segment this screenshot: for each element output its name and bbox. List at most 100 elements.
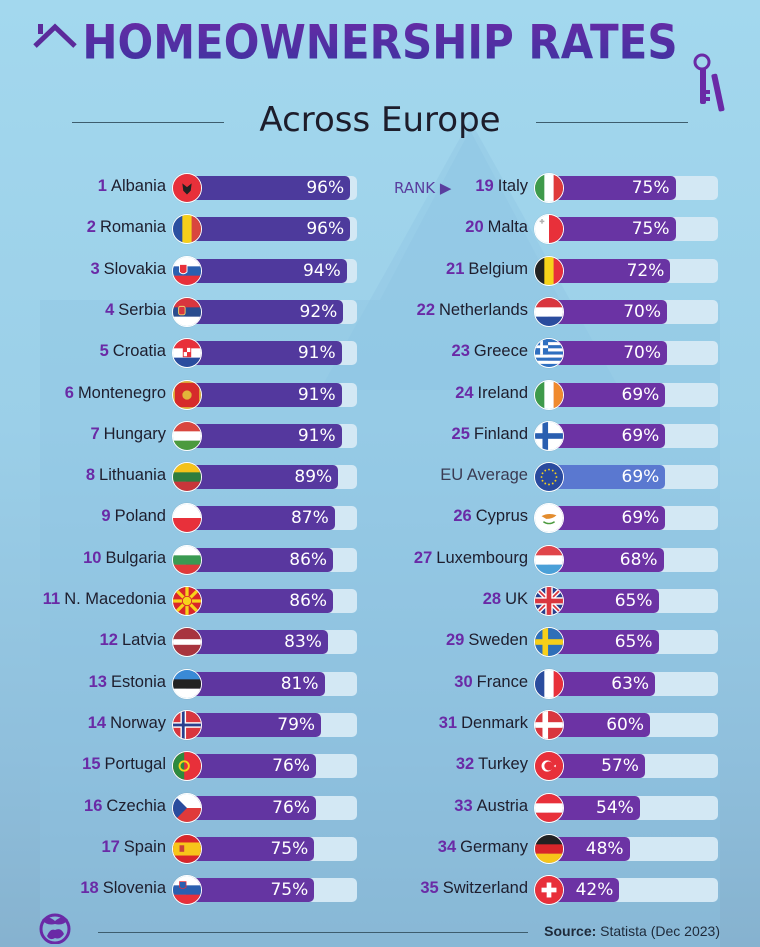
- country-label: 28 UK: [483, 590, 528, 609]
- rank-number: 15: [82, 755, 101, 774]
- country-name: Italy: [497, 177, 528, 195]
- country-name: Spain: [123, 837, 166, 856]
- rank-number: 12: [99, 631, 118, 650]
- country-name: Hungary: [103, 424, 166, 443]
- country-label: 3 Slovakia: [90, 260, 166, 279]
- page-subtitle: Across Europe: [259, 100, 501, 140]
- bar: [548, 217, 676, 242]
- country-label: 19 Italy: [475, 177, 528, 196]
- rank-number: 8: [85, 466, 96, 485]
- bar: [186, 547, 334, 572]
- value-label: 63%: [611, 673, 650, 694]
- country-name: EU Average: [440, 466, 528, 485]
- bar: [548, 258, 671, 283]
- bar: [548, 754, 645, 779]
- chart-row: EU Average 69%: [0, 462, 760, 493]
- bar: [186, 299, 344, 324]
- country-name: Greece: [473, 342, 528, 361]
- country-label: 22 Netherlands: [417, 301, 528, 320]
- country-name: N. Macedonia: [64, 590, 166, 608]
- country-name: Estonia: [110, 672, 166, 691]
- chart-row: 29 Sweden 65%: [0, 627, 760, 658]
- country-label: 6 Montenegro: [65, 384, 166, 403]
- bar: [548, 299, 667, 324]
- country-label: 18 Slovenia: [80, 879, 166, 898]
- chart-row: 28 UK 65%: [0, 586, 760, 616]
- rank-number: 26: [453, 507, 472, 526]
- finland-flag-icon: [534, 420, 564, 451]
- country-label: 13 Estonia: [89, 673, 166, 692]
- spain-flag-icon: [172, 833, 202, 864]
- bar: [186, 836, 315, 861]
- chart-row: 20 Malta 75%: [0, 214, 760, 245]
- value-label: 96%: [306, 219, 345, 240]
- country-label: 21 Belgium: [446, 260, 528, 279]
- country-label: 35 Switzerland: [420, 879, 528, 898]
- rank-number: 4: [105, 300, 115, 319]
- country-name: Latvia: [121, 631, 166, 650]
- rank-number: 24: [455, 383, 474, 402]
- bar: [548, 382, 666, 407]
- value-label: 42%: [575, 880, 614, 901]
- chart-row: 18 Slovenia 75%: [0, 875, 760, 906]
- turkey-flag-icon: [534, 751, 564, 782]
- country-name: Turkey: [478, 755, 528, 774]
- country-label: 25 Finland: [452, 425, 528, 444]
- chart-row: 34 Germany 48%: [0, 833, 760, 864]
- chart-row: 6 Montenegro 91%: [0, 379, 760, 410]
- country-name: Albania: [110, 177, 166, 195]
- country-name: Ireland: [477, 383, 528, 402]
- value-label: 70%: [623, 343, 661, 364]
- bar: [186, 217, 351, 242]
- value-label: 91%: [297, 384, 336, 405]
- bar: [186, 465, 339, 490]
- chart-row: 16 Czechia 76%: [0, 792, 760, 823]
- rank-hint: RANK ▶: [394, 179, 451, 197]
- country-label: 24 Ireland: [455, 384, 528, 403]
- bar: [186, 712, 322, 737]
- chart-row: 23 Greece 70%: [0, 338, 760, 369]
- source-note: Source: Statista (Dec 2023): [544, 923, 720, 939]
- bar: [186, 589, 334, 613]
- eu-flag-icon: [534, 462, 564, 493]
- value-label: 91%: [297, 425, 336, 446]
- montenegro-flag-icon: [172, 379, 202, 410]
- rank-number: 6: [64, 383, 74, 402]
- chart-row: 25 Finland 69%: [0, 420, 760, 451]
- brand-logo-icon: [39, 913, 71, 944]
- chart-row: 14 Norway 79%: [0, 709, 760, 740]
- country-label: 1 Albania: [98, 177, 166, 196]
- footer-rule: [98, 932, 528, 933]
- country-label: 30 France: [454, 673, 528, 692]
- chart-row: 12 Latvia 83%: [0, 627, 760, 658]
- value-label: 75%: [631, 219, 670, 240]
- bar: [186, 176, 351, 200]
- slovakia-flag-icon: [172, 255, 202, 286]
- source-text: Statista (Dec 2023): [600, 923, 720, 939]
- value-label: 76%: [272, 797, 310, 818]
- country-label: 20 Malta: [465, 218, 528, 237]
- chart-row: 21 Belgium 72%: [0, 255, 760, 286]
- chart-row: 3 Slovakia 94%: [0, 255, 760, 286]
- chart-row: 30 France 63%: [0, 668, 760, 699]
- germany-flag-icon: [534, 833, 564, 864]
- subtitle-row: Across Europe: [0, 100, 760, 150]
- country-label: 14 Norway: [88, 714, 166, 733]
- ireland-flag-icon: [534, 379, 564, 410]
- rank-number: 32: [455, 755, 475, 774]
- bulgaria-flag-icon: [172, 544, 202, 575]
- chart-row: 2 Romania 96%: [0, 214, 760, 245]
- rank-number: 11: [42, 590, 61, 608]
- chart-row: 9 Poland 87%: [0, 503, 760, 534]
- rank-number: 3: [90, 259, 100, 278]
- country-name: Czechia: [106, 796, 166, 815]
- rank-number: 14: [87, 713, 107, 732]
- chart-row: 31 Denmark 60%: [0, 709, 760, 740]
- chart-row: 13 Estonia 81%: [0, 668, 760, 699]
- chart-row: 11 N. Macedonia 86%: [0, 586, 760, 616]
- value-label: 86%: [289, 549, 328, 570]
- serbia-flag-icon: [172, 296, 202, 327]
- bar: [548, 630, 659, 655]
- rank-hint-label: RANK: [394, 179, 436, 197]
- house-roof-icon: [33, 23, 77, 48]
